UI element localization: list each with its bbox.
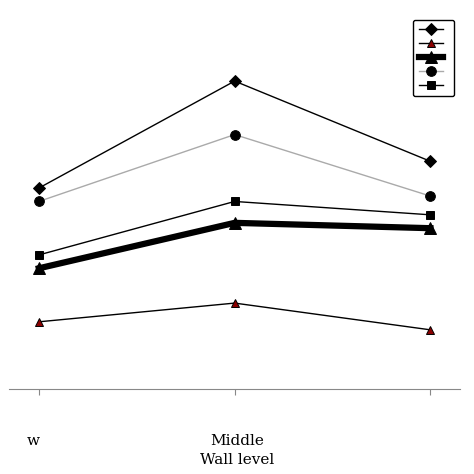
Legend: , , , , : , , , , bbox=[413, 20, 454, 96]
Text: Middle: Middle bbox=[210, 434, 264, 448]
Text: w: w bbox=[27, 434, 40, 448]
Text: Wall level: Wall level bbox=[200, 453, 274, 467]
